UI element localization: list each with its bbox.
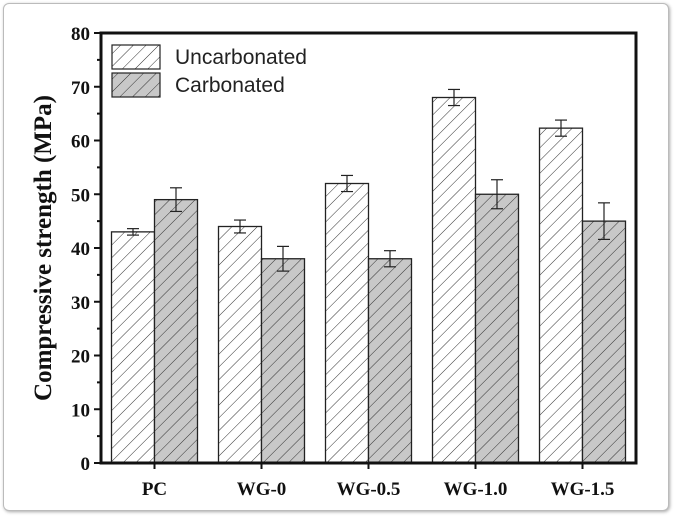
y-axis-label: Compressive strength (MPa) bbox=[30, 95, 57, 401]
bar-uncarbonated-wg-0 bbox=[217, 225, 263, 464]
y-tick-label: 70 bbox=[71, 78, 90, 99]
bar-carbonated-wg-1.0 bbox=[474, 193, 520, 464]
y-tick-label: 40 bbox=[71, 239, 90, 260]
legend-label: Uncarbonated bbox=[175, 46, 307, 69]
y-tick-label: 20 bbox=[71, 347, 90, 368]
y-tick-label: 80 bbox=[71, 24, 90, 45]
legend-label: Carbonated bbox=[175, 74, 285, 97]
x-tick-label: PC bbox=[142, 479, 167, 500]
y-tick-label: 30 bbox=[71, 293, 90, 314]
bar-uncarbonated-wg-0.5 bbox=[324, 182, 370, 464]
legend-swatch bbox=[111, 44, 161, 70]
y-tick-label: 50 bbox=[71, 185, 90, 206]
bar-carbonated-wg-1.5 bbox=[581, 220, 627, 464]
bar-uncarbonated-pc bbox=[110, 231, 156, 464]
bar-carbonated-wg-0.5 bbox=[367, 258, 413, 464]
bar-carbonated-wg-0 bbox=[260, 258, 306, 464]
x-tick-label: WG-0.5 bbox=[337, 479, 401, 500]
x-tick-label: WG-1.0 bbox=[444, 479, 508, 500]
x-tick-label: WG-0 bbox=[237, 479, 287, 500]
y-tick-label: 0 bbox=[81, 454, 91, 475]
y-tick-label: 60 bbox=[71, 132, 90, 153]
x-tick-label: WG-1.5 bbox=[551, 479, 615, 500]
bar-carbonated-pc bbox=[153, 198, 199, 464]
y-tick-label: 10 bbox=[71, 400, 90, 421]
bar-uncarbonated-wg-1.5 bbox=[538, 127, 584, 464]
bar-uncarbonated-wg-1.0 bbox=[431, 96, 477, 464]
legend-swatch bbox=[111, 72, 161, 98]
legend: Uncarbonated Carbonated bbox=[111, 44, 307, 98]
